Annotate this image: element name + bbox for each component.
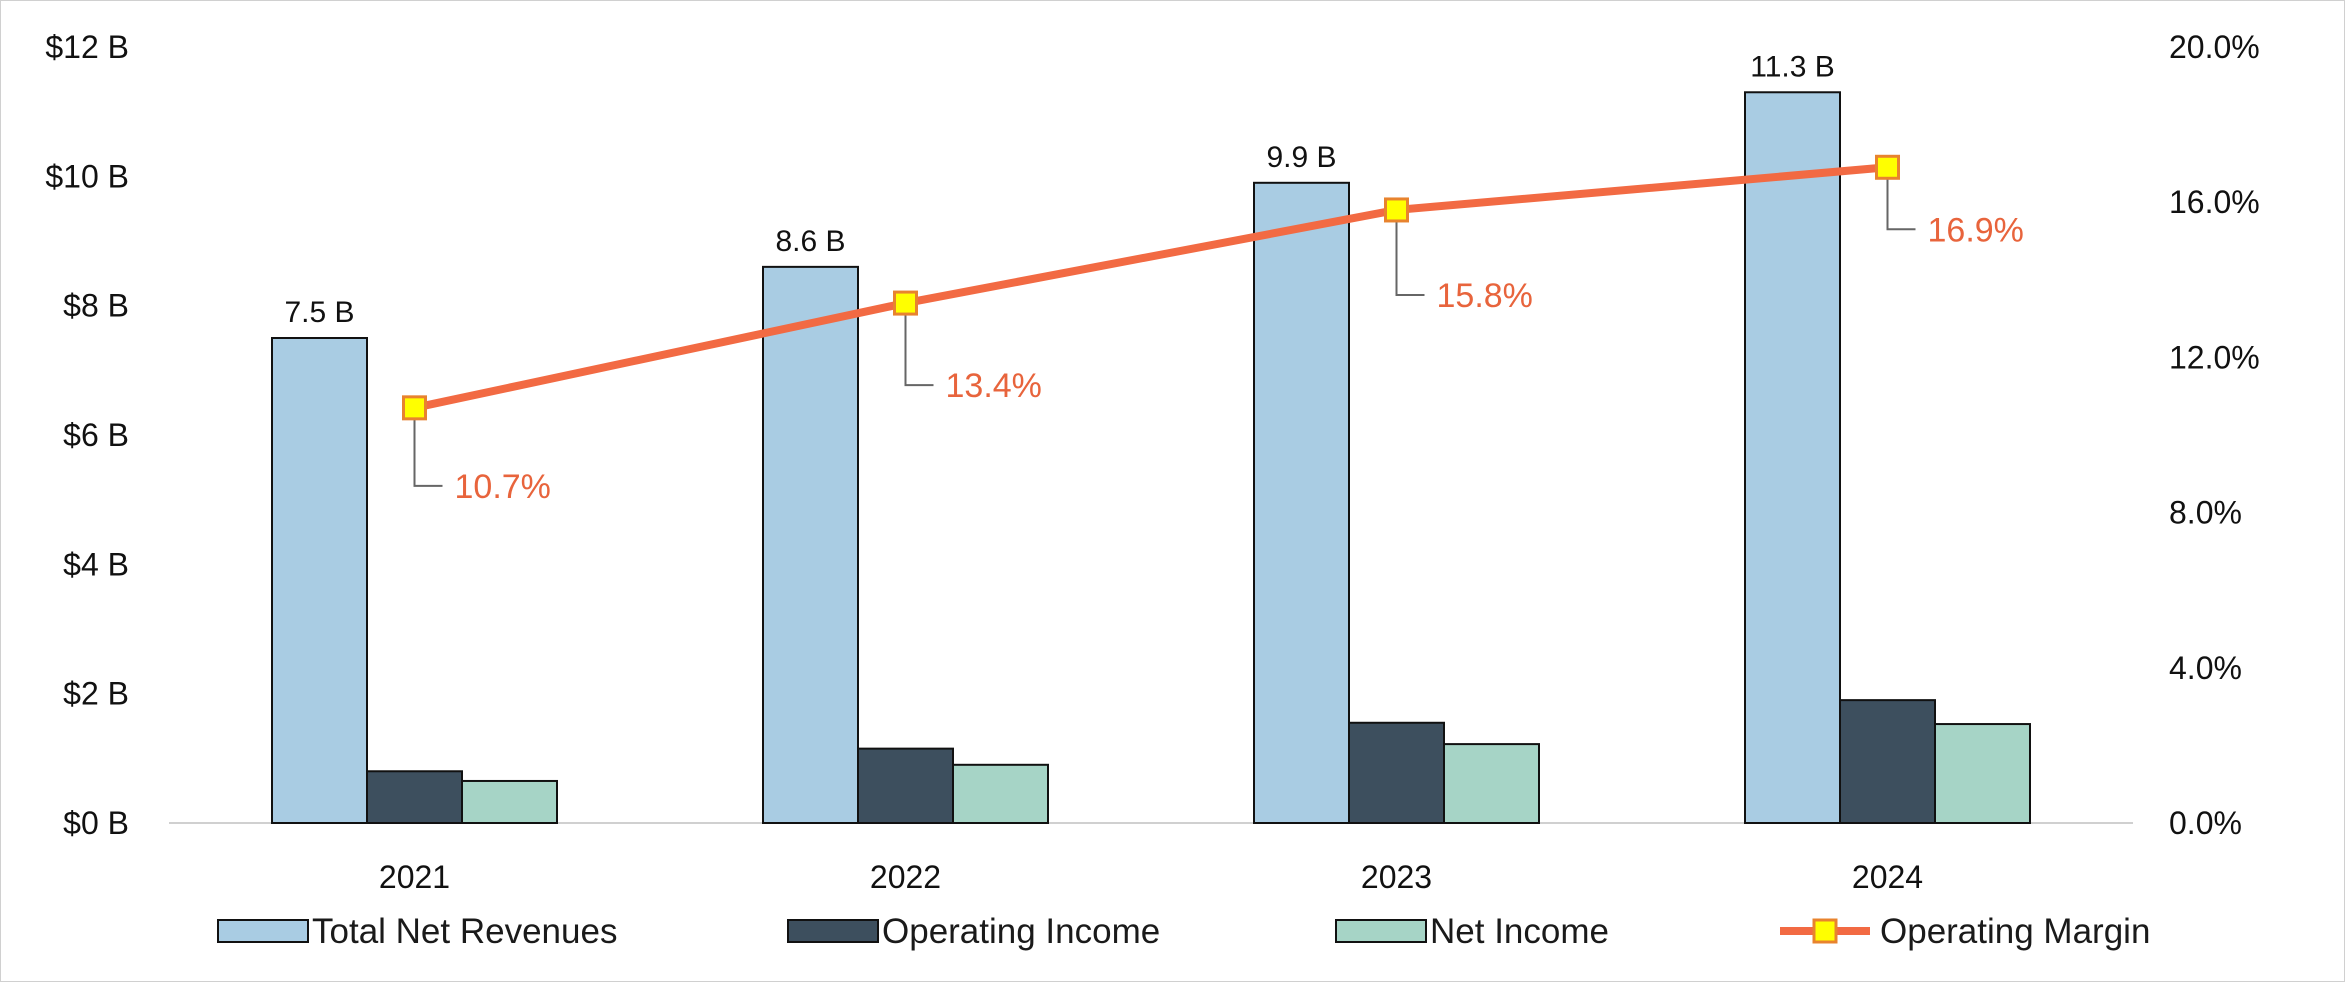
bar-net-income [1934, 723, 2031, 824]
y-left-tick-label: $12 B [45, 29, 129, 65]
y-right-tick-label: 20.0% [2169, 29, 2260, 65]
y-left-tick-label: $6 B [63, 417, 129, 453]
bar-data-label: 8.6 B [775, 225, 845, 258]
bar-data-label: 7.5 B [284, 296, 354, 329]
legend-label-operating-income: Operating Income [882, 912, 1160, 951]
bar-data-label: 9.9 B [1266, 141, 1336, 174]
margin-leader-line [413, 417, 443, 487]
y-right-tick-label: 16.0% [2169, 184, 2260, 220]
margin-leader-line [1886, 177, 1916, 231]
legend-swatch-net-income [1335, 919, 1427, 943]
x-tick-label: 2024 [1852, 859, 1923, 895]
legend-label-operating-margin: Operating Margin [1880, 912, 2150, 951]
bar-operating-income [1348, 721, 1445, 824]
bar-total-net-revenues [1744, 91, 1841, 825]
operating-margin-marker [893, 290, 918, 316]
y-left-tick-label: $2 B [63, 676, 129, 712]
margin-leader-line [904, 313, 934, 387]
bar-total-net-revenues [271, 337, 368, 824]
operating-margin-marker [1384, 197, 1409, 223]
x-tick-label: 2023 [1361, 859, 1432, 895]
operating-margin-marker [1875, 154, 1900, 180]
legend-swatch-operating-income [787, 919, 879, 943]
y-left-tick-label: $4 B [63, 546, 129, 582]
legend-swatch-total-net-revenues [217, 919, 309, 943]
bar-total-net-revenues [1253, 181, 1350, 825]
legend-marker-operating-margin [1812, 918, 1838, 944]
margin-data-label: 16.9% [1928, 211, 2024, 249]
margin-leader-line [1395, 219, 1425, 296]
y-left-tick-label: $10 B [45, 158, 129, 194]
legend-label-net-income: Net Income [1430, 912, 1609, 951]
legend-label-total-net-revenues: Total Net Revenues [312, 912, 617, 951]
margin-data-label: 10.7% [455, 468, 551, 506]
operating-margin-marker [402, 395, 427, 421]
bar-net-income [1443, 743, 1540, 825]
bar-net-income [461, 779, 558, 825]
margin-data-label: 13.4% [946, 367, 1042, 405]
y-left-tick-label: $8 B [63, 288, 129, 324]
y-left-tick-label: $0 B [63, 805, 129, 841]
operating-margin-line [413, 163, 1888, 412]
x-tick-label: 2021 [379, 859, 450, 895]
y-right-tick-label: 0.0% [2169, 805, 2242, 841]
bar-net-income [952, 763, 1049, 824]
y-right-tick-label: 4.0% [2169, 650, 2242, 686]
bar-data-label: 11.3 B [1750, 50, 1835, 83]
bar-operating-income [366, 770, 463, 824]
margin-data-label: 15.8% [1437, 277, 1533, 315]
bar-operating-income [857, 747, 954, 825]
bar-total-net-revenues [762, 265, 859, 825]
y-right-tick-label: 8.0% [2169, 495, 2242, 531]
bar-operating-income [1839, 699, 1936, 825]
x-tick-label: 2022 [870, 859, 941, 895]
y-right-tick-label: 12.0% [2169, 339, 2260, 375]
